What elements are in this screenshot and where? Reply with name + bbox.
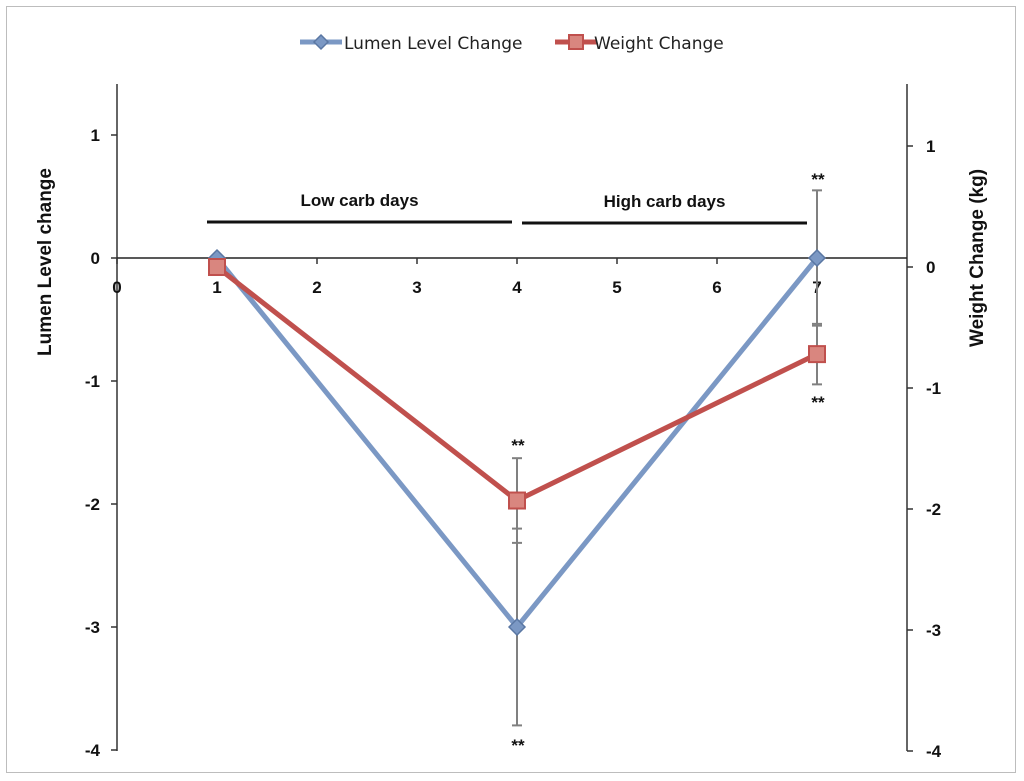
weight-point xyxy=(208,258,226,276)
legend-label: Weight Change xyxy=(594,34,724,54)
y-left-tick-label: -2 xyxy=(85,495,100,514)
y-left-tick-label: -1 xyxy=(85,372,100,391)
series-layer xyxy=(207,248,827,637)
x-tick-label: 5 xyxy=(612,278,621,297)
legend: Lumen Level Change Weight Change xyxy=(300,33,724,54)
y-left-tick-label: 1 xyxy=(91,126,100,145)
y-left-tick-label: 0 xyxy=(91,249,100,268)
y-left-tick-label: -4 xyxy=(85,741,101,760)
legend-marker xyxy=(312,33,330,51)
lumen-point xyxy=(807,248,827,268)
significance-marker: ** xyxy=(511,436,525,455)
axes: 10-1-2-3-410-1-2-3-401234567 xyxy=(85,84,942,761)
y-left-tick-label: -3 xyxy=(85,618,100,637)
y-right-tick-label: -2 xyxy=(926,500,941,519)
significance-marker: ** xyxy=(811,170,825,189)
region-label: Low carb days xyxy=(300,191,418,210)
significance-marker: ** xyxy=(811,393,825,412)
x-tick-label: 1 xyxy=(212,278,221,297)
y-right-tick-label: -3 xyxy=(926,621,941,640)
weight-point xyxy=(808,345,826,364)
y-axis-right-title: Weight Change (kg) xyxy=(967,169,988,347)
y-right-tick-label: 0 xyxy=(926,258,935,277)
weight-point xyxy=(508,491,526,510)
x-tick-label: 3 xyxy=(412,278,421,297)
chart-frame xyxy=(6,6,1016,773)
region-label: High carb days xyxy=(604,192,726,211)
x-tick-label: 4 xyxy=(512,278,522,297)
significance-marker: ** xyxy=(511,736,525,755)
error-bars xyxy=(512,189,822,727)
y-axis-left-title: Lumen Level change xyxy=(35,168,56,356)
carb-day-regions: Low carb days High carb days xyxy=(207,191,807,225)
x-tick-label: 6 xyxy=(712,278,721,297)
y-right-tick-label: -1 xyxy=(926,379,941,398)
y-right-tick-label: -4 xyxy=(926,742,942,761)
legend-marker xyxy=(568,34,584,50)
lumen-point xyxy=(507,617,527,637)
y-right-tick-label: 1 xyxy=(926,137,935,156)
x-tick-label: 2 xyxy=(312,278,321,297)
significance-markers: ** ** ** ** xyxy=(511,170,825,755)
legend-label: Lumen Level Change xyxy=(344,34,523,54)
x-tick-label: 0 xyxy=(112,278,121,297)
